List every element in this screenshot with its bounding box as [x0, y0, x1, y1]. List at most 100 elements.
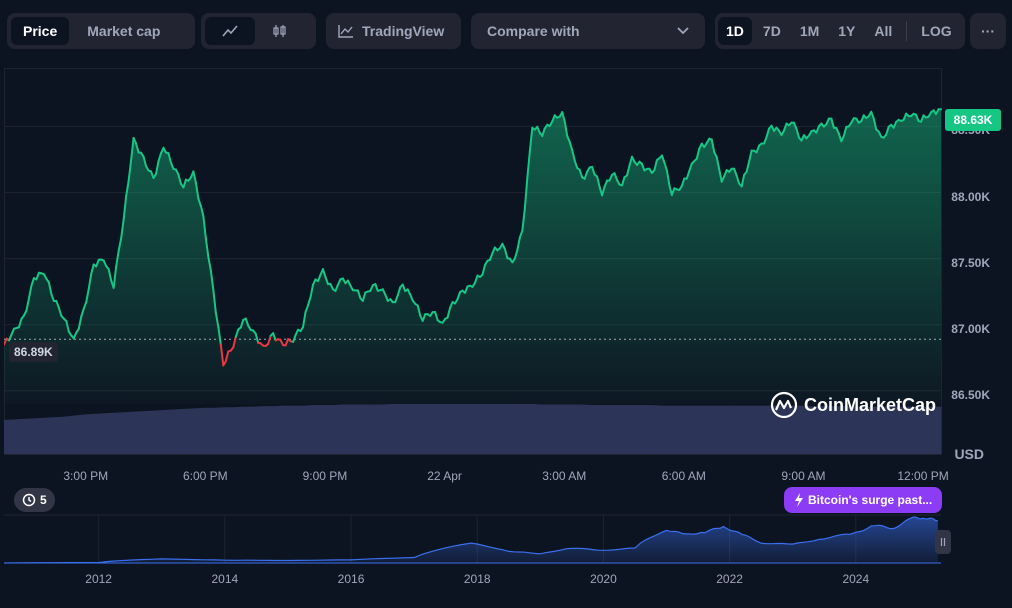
volume-bar — [816, 406, 820, 454]
volume-bar — [275, 405, 280, 454]
price-line-segment — [653, 159, 658, 172]
volume-bar — [553, 404, 558, 454]
volume-bar — [350, 404, 355, 454]
volume-bar — [316, 405, 320, 454]
volume-bar — [619, 405, 623, 454]
price-line-segment — [571, 148, 576, 162]
more-options-button[interactable]: ··· — [970, 13, 1006, 49]
volume-bar — [269, 406, 273, 454]
volume-bar — [47, 417, 52, 454]
price-line-segment — [541, 127, 546, 137]
volume-bar — [191, 408, 195, 454]
volume-bar — [672, 405, 676, 454]
volume-bar — [172, 409, 177, 454]
news-event-pill[interactable]: Bitcoin's surge past... — [784, 487, 943, 513]
volume-bar — [244, 406, 248, 454]
volume-bar — [253, 406, 258, 454]
price-line-segment — [192, 170, 197, 184]
price-line-segment — [626, 164, 631, 177]
navigator-chart[interactable] — [4, 512, 1008, 572]
line-chart-icon[interactable] — [205, 17, 255, 45]
volume-bar — [691, 405, 695, 454]
navigator-handle[interactable] — [935, 530, 951, 554]
events-badge[interactable]: 5 — [14, 488, 55, 512]
volume-bar — [72, 415, 77, 454]
timeframe-1m[interactable]: 1M — [799, 23, 820, 39]
log-scale-toggle[interactable]: LOG — [921, 23, 952, 39]
volume-bar — [53, 417, 58, 454]
volume-bar — [107, 413, 111, 454]
volume-bar — [759, 405, 764, 454]
x-tick-label: 22 Apr — [427, 469, 462, 483]
volume-bar — [709, 405, 714, 454]
timeframe-1d[interactable]: 1D — [718, 17, 752, 45]
history-icon — [22, 493, 36, 507]
volume-bar — [566, 404, 570, 454]
volume-bar — [534, 404, 539, 454]
price-line-segment — [50, 293, 55, 302]
tab-price[interactable]: Price — [11, 17, 70, 45]
volume-bar — [225, 407, 230, 454]
volume-bar — [797, 405, 801, 454]
price-line-segment — [132, 136, 138, 145]
candlestick-icon[interactable] — [255, 17, 305, 45]
price-line-segment — [65, 319, 70, 333]
price-line-segment — [199, 205, 205, 218]
volume-bar — [784, 405, 789, 454]
volume-bar — [10, 419, 14, 454]
y-tick-label: 87.00K — [951, 321, 990, 336]
volume-bar — [453, 403, 458, 454]
volume-bar — [934, 406, 939, 454]
price-line-segment — [135, 142, 140, 154]
tradingview-button[interactable]: TradingView — [326, 13, 461, 49]
tab-market-cap[interactable]: Market cap — [87, 23, 161, 39]
price-line-segment — [536, 125, 541, 134]
volume-bar — [125, 412, 130, 454]
volume-bar — [160, 410, 164, 454]
volume-bar — [497, 403, 501, 454]
volume-bar — [519, 403, 523, 454]
price-line-segment — [688, 162, 693, 172]
price-chart[interactable] — [4, 4, 1008, 464]
volume-bar — [119, 412, 123, 454]
timeframe-all[interactable]: All — [874, 23, 893, 39]
timeframe-7d[interactable]: 7D — [762, 23, 781, 39]
volume-bar — [922, 406, 926, 454]
volume-bar — [338, 404, 342, 454]
volume-bar — [85, 414, 89, 454]
volume-bar — [478, 403, 483, 454]
volume-bar — [378, 404, 383, 454]
price-line-segment — [640, 162, 646, 172]
price-line-segment — [25, 297, 30, 312]
price-line-segment — [384, 293, 389, 302]
price-line-segment — [194, 181, 200, 200]
volume-bar — [210, 407, 214, 454]
price-line-segment — [628, 155, 633, 167]
volume-bar — [372, 404, 376, 454]
price-line-segment — [85, 288, 90, 304]
volume-bar — [912, 406, 917, 454]
volume-bar — [44, 417, 49, 454]
volume-bar — [725, 405, 729, 454]
timeframe-1y[interactable]: 1Y — [838, 23, 856, 39]
volume-bar — [435, 403, 439, 454]
compare-with-dropdown[interactable]: Compare with — [471, 13, 705, 49]
price-line-segment — [446, 306, 452, 319]
price-line-segment — [670, 187, 676, 196]
volume-bar — [706, 405, 711, 454]
price-line-segment — [745, 160, 751, 173]
price-line-segment — [217, 325, 222, 346]
price-line-segment — [27, 284, 33, 300]
volume-bar — [756, 405, 761, 454]
price-line-segment — [219, 343, 225, 367]
volume-bar — [500, 403, 505, 454]
volume-bar — [744, 405, 748, 454]
volume-bar — [541, 404, 545, 454]
volume-bar — [841, 406, 845, 454]
volume-bar — [825, 406, 829, 454]
volume-bar — [82, 414, 86, 454]
volume-bar — [647, 405, 651, 454]
volume-bar — [653, 405, 658, 454]
volume-bar — [313, 405, 317, 454]
volume-bar — [97, 413, 102, 454]
